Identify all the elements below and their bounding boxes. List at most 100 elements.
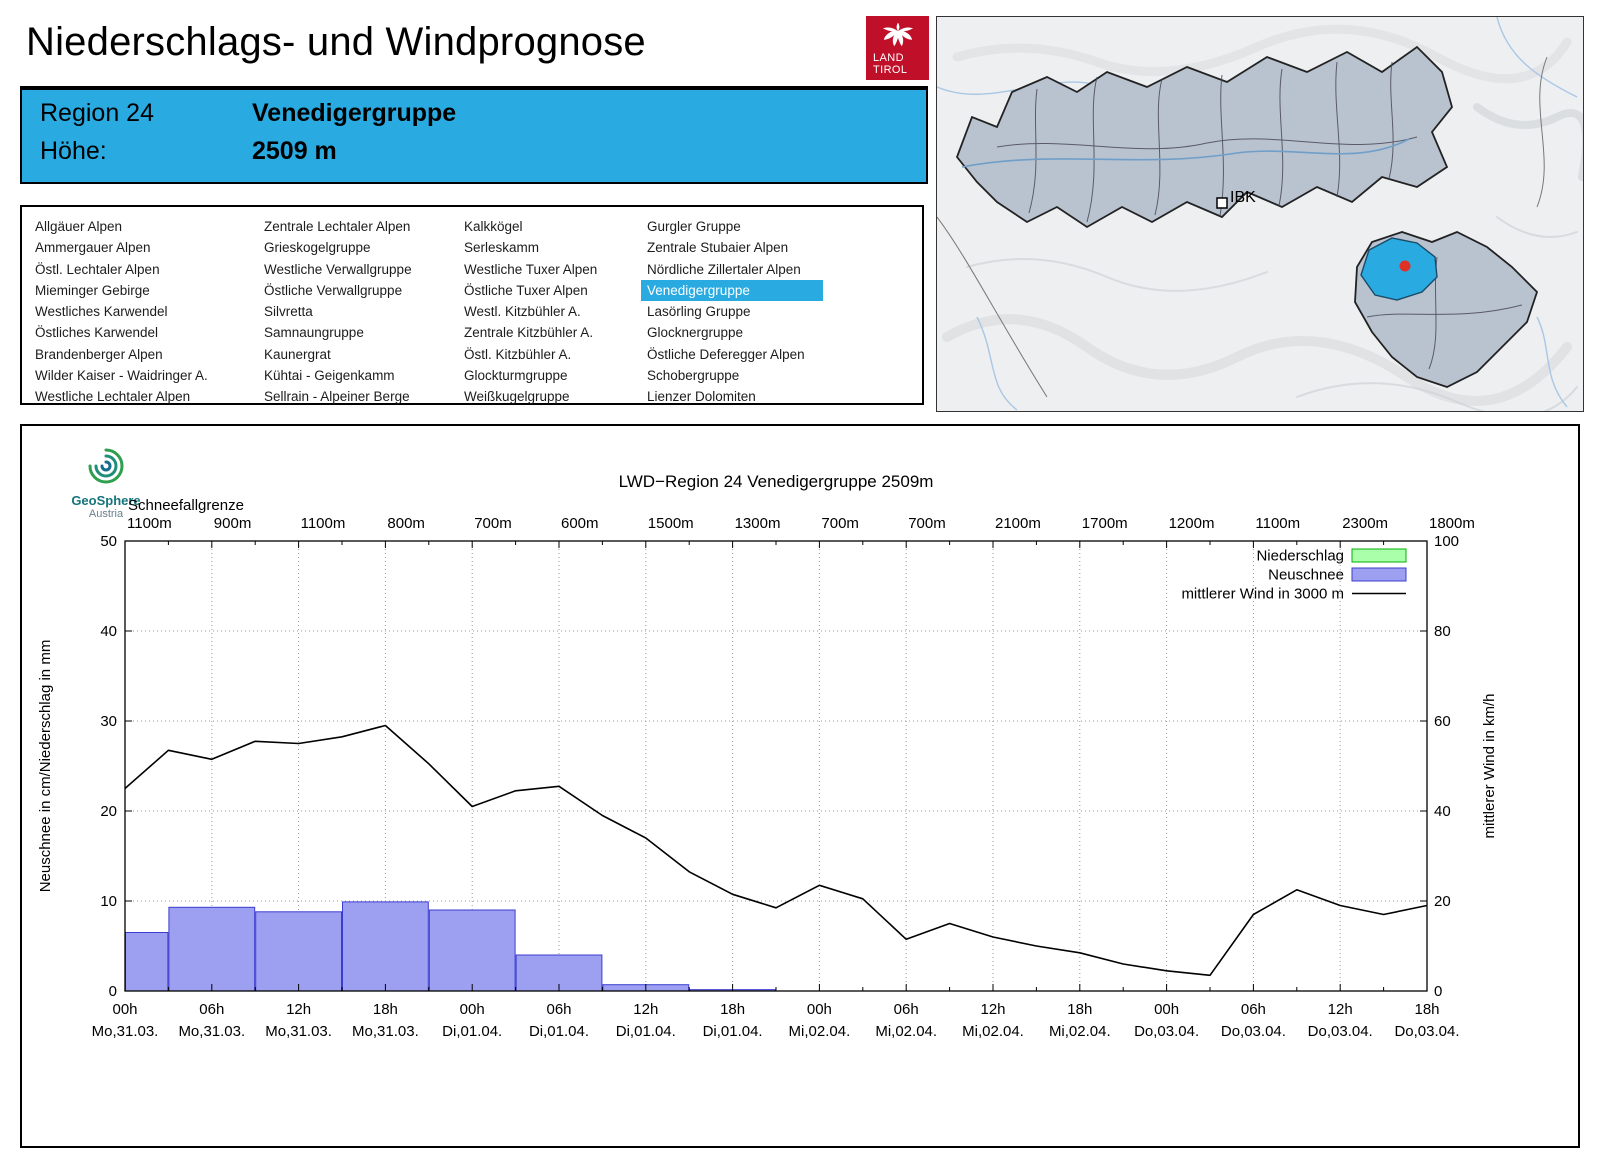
region-list-item[interactable]: Schobergruppe xyxy=(647,368,740,384)
region-list-item[interactable]: Grieskogelgruppe xyxy=(264,240,371,256)
neuschnee-bar xyxy=(428,909,516,992)
x-tick-date: Do,03.04. xyxy=(1221,1023,1286,1040)
altitude-info-row: Höhe: 2509 m xyxy=(22,137,926,166)
x-tick-date: Di,01.04. xyxy=(703,1023,763,1040)
region-list-item[interactable]: Westliche Tuxer Alpen xyxy=(464,261,598,277)
snowline-value: 700m xyxy=(908,515,946,532)
y-axis-left-title: Neuschnee in cm/Niederschlag in mm xyxy=(37,640,54,893)
region-list-item[interactable]: Östliche Tuxer Alpen xyxy=(464,282,588,298)
terrain-shading xyxy=(942,24,1583,411)
region-list-item[interactable]: Kalkkögel xyxy=(464,219,523,234)
land-tirol-logo-text: LAND TIROL xyxy=(873,52,908,76)
x-tick-hour: 06h xyxy=(199,1001,224,1018)
snowline-label: Schneefallgrenze xyxy=(128,497,244,514)
region-list-item[interactable]: Östliche Deferegger Alpen xyxy=(647,346,805,362)
region-list-item[interactable]: Zentrale Stubaier Alpen xyxy=(647,240,789,256)
region-list-item[interactable]: Lasörling Gruppe xyxy=(647,304,751,320)
region-list-item[interactable]: Ammergauer Alpen xyxy=(35,240,151,256)
forecast-chart-panel: GeoSphere Austria LWD−Region 24 Venedige… xyxy=(20,424,1580,1148)
region-list-item-selected[interactable]: Venedigergruppe xyxy=(641,279,922,302)
region-list-item[interactable]: Westliches Karwendel xyxy=(35,304,168,320)
chart-title: LWD−Region 24 Venedigergruppe 2509m xyxy=(619,472,934,491)
region-list-item[interactable]: Allgäuer Alpen xyxy=(35,219,123,234)
snowline-value: 1300m xyxy=(735,515,781,532)
region-list-item[interactable]: Kaunergrat xyxy=(264,346,331,362)
region-list-item[interactable]: Brandenberger Alpen xyxy=(35,346,163,362)
region-list-item[interactable]: Östliches Karwendel xyxy=(35,325,159,341)
region-list-item[interactable]: Gurgler Gruppe xyxy=(647,219,741,234)
x-tick-date: Mo,31.03. xyxy=(178,1023,245,1040)
x-tick-hour: 06h xyxy=(894,1001,919,1018)
snowline-value: 1700m xyxy=(1082,515,1128,532)
chart-grid xyxy=(125,541,1427,991)
region-list-item[interactable]: Östl. Kitzbühler A. xyxy=(464,346,572,362)
page-title: Niederschlags- und Windprognose xyxy=(26,20,646,64)
snowline-value: 600m xyxy=(561,515,599,532)
region-list-item[interactable]: Mieminger Gebirge xyxy=(35,282,150,298)
region-list-item[interactable]: Weißkugelgruppe xyxy=(464,389,570,405)
region-list-item[interactable]: Nördliche Zillertaler Alpen xyxy=(647,261,801,277)
x-tick-date: Do,03.04. xyxy=(1394,1023,1459,1040)
legend-swatch xyxy=(1351,548,1407,563)
map-station-dot xyxy=(1399,260,1411,272)
district-borders xyxy=(996,61,1418,223)
x-tick-hour: 06h xyxy=(546,1001,571,1018)
snowline-value: 1100m xyxy=(301,515,346,532)
meteogram-chart: LWD−Region 24 Venedigergruppe 2509m Schn… xyxy=(37,472,1498,1040)
region-list-item[interactable]: Lienzer Dolomiten xyxy=(647,389,756,405)
region-list-item[interactable]: Kühtai - Geigenkamm xyxy=(264,368,395,384)
x-tick-hour: 18h xyxy=(1067,1001,1092,1018)
x-tick-date: Di,01.04. xyxy=(529,1023,589,1040)
y-right-tick: 100 xyxy=(1434,533,1459,550)
inn-river xyxy=(961,138,1410,168)
chart-axes: 00h Mo,31.03. 06h Mo,31.03. 12h Mo,31.03. 18h M… xyxy=(92,533,1460,1040)
neuschnee-bar xyxy=(125,932,169,992)
region-info-row: Region 24 Venedigergruppe xyxy=(22,99,926,128)
region-list: Allgäuer Alpen Ammergauer Alpen Östl. Lech… xyxy=(20,205,924,405)
snowline-values: 1100m 900m 1100m 800m 700m 600m 1500m 1300m 700m… xyxy=(127,515,1475,532)
region-list-item[interactable]: Zentrale Lechtaler Alpen xyxy=(264,219,411,234)
chart-legend: Niederschlag Neuschnee mittlerer Wind in 3… xyxy=(1181,548,1407,603)
geosphere-logo: GeoSphere Austria xyxy=(50,444,162,520)
x-tick-hour: 06h xyxy=(1241,1001,1266,1018)
y-right-tick: 0 xyxy=(1434,983,1442,1000)
map-region-nordtirol[interactable] xyxy=(955,45,1453,229)
region-list-item[interactable]: Glockturmgruppe xyxy=(464,368,568,384)
x-tick-hour: 18h xyxy=(373,1001,398,1018)
snowline-value: 1200m xyxy=(1169,515,1215,532)
snowline-value: 1800m xyxy=(1429,515,1475,532)
region-list-item[interactable]: Westliche Verwallgruppe xyxy=(264,261,412,277)
x-tick-hour: 12h xyxy=(980,1001,1005,1018)
ibk-marker[interactable] xyxy=(1216,197,1228,209)
y-left-tick: 40 xyxy=(100,623,117,640)
wind-line xyxy=(124,724,1428,977)
map-region-venedigergruppe-highlight[interactable] xyxy=(1360,237,1438,301)
region-list-item[interactable]: Serleskamm xyxy=(464,240,540,256)
x-tick-hour: 12h xyxy=(1328,1001,1353,1018)
x-tick-hour: 00h xyxy=(1154,1001,1179,1018)
region-list-item[interactable]: Östliche Verwallgruppe xyxy=(264,282,403,298)
x-tick-hour: 12h xyxy=(633,1001,658,1018)
ibk-label: IBK xyxy=(1230,189,1256,206)
snowline-value: 2100m xyxy=(995,515,1041,532)
y-left-tick: 50 xyxy=(100,533,117,550)
region-list-item[interactable]: Westliche Lechtaler Alpen xyxy=(35,389,191,405)
tirol-map: IBK xyxy=(936,16,1584,412)
y-right-tick: 60 xyxy=(1434,713,1451,730)
region-list-item[interactable]: Westl. Kitzbühler A. xyxy=(464,304,581,320)
x-tick-date: Mo,31.03. xyxy=(352,1023,419,1040)
region-list-item[interactable]: Silvretta xyxy=(264,304,313,320)
y-axis-right-title: mittlerer Wind in km/h xyxy=(1481,693,1498,838)
region-list-item[interactable]: Glocknergruppe xyxy=(647,325,744,341)
y-right-tick: 20 xyxy=(1434,893,1451,910)
region-list-item[interactable]: Wilder Kaiser - Waidringer A. xyxy=(35,368,208,384)
snowline-value: 800m xyxy=(387,515,425,532)
altitude-label: Höhe: xyxy=(40,137,107,165)
region-list-item[interactable]: Östl. Lechtaler Alpen xyxy=(35,261,160,277)
region-list-item[interactable]: Sellrain - Alpeiner Berge xyxy=(264,389,410,405)
x-tick-date: Di,01.04. xyxy=(616,1023,676,1040)
region-list-item[interactable]: Zentrale Kitzbühler A. xyxy=(464,325,594,341)
x-tick-date: Mo,31.03. xyxy=(265,1023,332,1040)
snowline-value: 1100m xyxy=(1255,515,1300,532)
region-list-item[interactable]: Samnaungruppe xyxy=(264,325,364,341)
